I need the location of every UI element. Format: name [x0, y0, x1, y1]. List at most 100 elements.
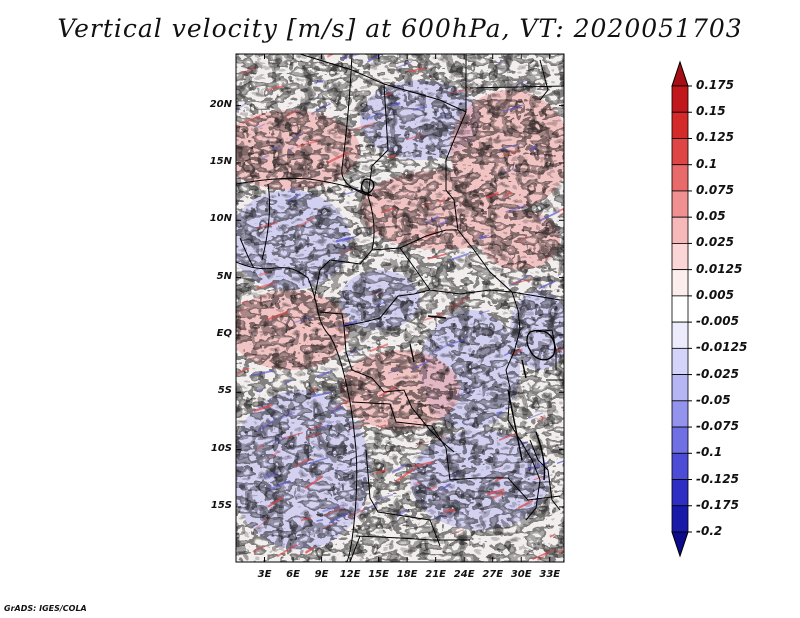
lon-label: 30E [510, 569, 532, 580]
field-streak [406, 133, 424, 141]
colorbar-swatch [671, 479, 689, 507]
field-streak [267, 85, 285, 91]
field-streak [496, 410, 503, 415]
lat-label: 20N [209, 98, 232, 110]
field-streak [375, 469, 387, 475]
field-streak [256, 281, 276, 290]
field-streak [554, 347, 564, 353]
field-streak [261, 154, 270, 160]
lon-label: 33E [539, 569, 561, 580]
colorbar-label: -0.0125 [696, 340, 748, 355]
colorbar-label: -0.005 [696, 314, 739, 329]
field-streak [304, 432, 322, 439]
field-streak [427, 253, 447, 260]
field-streak [412, 460, 434, 468]
field-streak [305, 457, 329, 465]
field-streak [313, 79, 325, 84]
colorbar-bottom-arrow [671, 531, 689, 558]
field-streak [391, 463, 407, 474]
field-streak [304, 475, 324, 490]
grads-credit: GrADS: IGES/COLA [4, 604, 87, 613]
lat-label: 15S [210, 499, 232, 511]
west-africa-coastline [236, 261, 358, 562]
lon-label: 27E [482, 569, 504, 580]
colorbar-top-arrow [671, 60, 689, 87]
field-streak [395, 468, 415, 483]
colorbar-label: -0.175 [696, 497, 739, 512]
colorbar-label: 0.125 [696, 130, 734, 145]
field-streak [432, 512, 452, 521]
field-streak [265, 310, 288, 322]
field-streak [296, 216, 316, 229]
lat-label: 5S [217, 385, 232, 397]
lat-label: 15N [209, 155, 232, 167]
lake-victoria [526, 329, 556, 361]
field-streak [408, 67, 425, 73]
field-streak [387, 154, 397, 159]
field-streak [271, 145, 281, 150]
field-streak [258, 270, 269, 277]
field-streak [283, 432, 304, 439]
field-streak [557, 207, 564, 213]
field-streak [304, 546, 315, 554]
field-streak [504, 191, 512, 197]
field-streak [346, 348, 360, 356]
colorbar-swatch [671, 111, 689, 139]
field-streak [354, 122, 376, 131]
field-streak [325, 506, 345, 517]
field-streak [438, 112, 450, 119]
field-streak [502, 150, 518, 157]
lon-label: 18E [396, 569, 418, 580]
colorbar-swatch [671, 85, 689, 113]
colorbar-label: 0.1 [696, 156, 718, 171]
colorbar-swatch [671, 269, 689, 297]
colorbar-swatch [671, 216, 689, 244]
field-streak [283, 378, 295, 386]
colorbar-swatch [671, 374, 689, 402]
colorbar-swatch [671, 190, 689, 218]
field-streak [509, 274, 530, 287]
field-streak [323, 523, 335, 529]
colorbar-swatch [671, 243, 689, 271]
field-streak [526, 461, 550, 471]
field-streak [256, 221, 278, 230]
field-streak [450, 88, 470, 94]
colorbar-label: 0.15 [696, 104, 726, 119]
field-streak [377, 424, 387, 428]
field-streak [311, 390, 334, 398]
field-streak [453, 386, 476, 399]
lake-tanganyika [507, 389, 523, 461]
colorbar-swatch [671, 295, 689, 323]
field-streak [267, 496, 284, 508]
field-streak [327, 151, 349, 164]
field-streak [287, 146, 294, 152]
field-streak [280, 411, 296, 420]
field-streak [322, 420, 335, 428]
field-streak [387, 368, 399, 374]
field-streak [428, 485, 438, 491]
field-streak [549, 533, 556, 538]
field-streak [369, 343, 389, 353]
field-streak [256, 388, 263, 393]
field-streak [437, 219, 449, 226]
lat-label: 5N [216, 270, 232, 282]
colorbar-label: -0.125 [696, 471, 739, 486]
colorbar-label: 0.005 [696, 287, 734, 302]
field-streak [347, 508, 365, 518]
field-streak [385, 92, 393, 97]
field-streak [517, 499, 534, 510]
lon-label: 24E [453, 569, 475, 580]
field-streak [478, 309, 490, 315]
lon-label: 6E [286, 569, 300, 580]
lat-label: EQ [216, 327, 232, 339]
colorbar-swatch [671, 164, 689, 192]
field-streak [334, 468, 350, 473]
axis-ticks [236, 54, 564, 562]
field-streak [307, 424, 323, 431]
field-streak [339, 248, 354, 255]
colorbar-label: -0.05 [696, 392, 731, 407]
field-streak [269, 450, 281, 459]
field-streak [443, 508, 456, 514]
field-streak [373, 301, 386, 306]
